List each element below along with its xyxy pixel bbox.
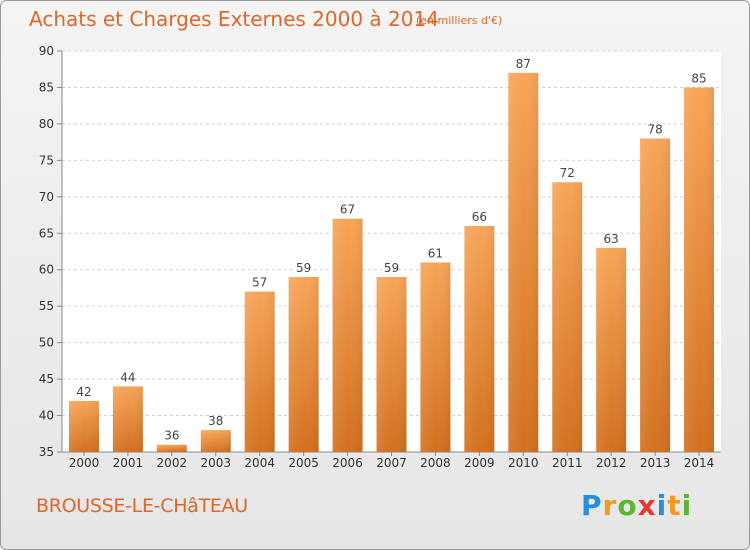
y-tick-label: 55 <box>39 299 54 313</box>
x-tick-label: 2011 <box>552 456 583 470</box>
bar-shade <box>288 277 319 452</box>
data-label: 61 <box>428 246 443 260</box>
bar-shade <box>684 87 715 453</box>
bar-shade <box>244 291 275 452</box>
bar-shade <box>552 182 583 452</box>
x-tick-label: 2013 <box>640 456 671 470</box>
bar-shade <box>156 444 187 452</box>
data-label: 42 <box>76 385 91 399</box>
data-label: 63 <box>604 232 619 246</box>
data-label: 66 <box>472 210 487 224</box>
x-tick-label: 2004 <box>244 456 275 470</box>
proxiti-logo: Proxiti <box>581 489 692 522</box>
logo-letter: P <box>581 489 603 522</box>
logo-letter: x <box>637 489 657 522</box>
data-label: 57 <box>252 276 267 290</box>
y-tick-label: 80 <box>39 117 54 131</box>
x-tick-label: 2014 <box>684 456 715 470</box>
y-tick-label: 75 <box>39 153 54 167</box>
data-label: 67 <box>340 203 355 217</box>
y-tick-label: 50 <box>39 336 54 350</box>
y-tick-label: 70 <box>39 190 54 204</box>
x-tick-label: 2010 <box>508 456 539 470</box>
place-name: BROUSSE-LE-CHâTEAU <box>36 495 248 517</box>
data-label: 36 <box>164 429 179 443</box>
bar-shade <box>112 386 143 452</box>
bar-shade <box>420 262 451 452</box>
x-tick-label: 2008 <box>420 456 451 470</box>
data-label: 85 <box>691 71 706 85</box>
x-tick-label: 2006 <box>332 456 363 470</box>
data-label: 59 <box>296 261 311 275</box>
bar-shade <box>68 400 99 452</box>
x-tick-label: 2005 <box>288 456 319 470</box>
bar-shade <box>640 138 671 452</box>
y-tick-label: 90 <box>39 44 54 58</box>
y-tick-label: 65 <box>39 226 54 240</box>
y-tick-label: 40 <box>39 409 54 423</box>
y-tick-label: 85 <box>39 80 54 94</box>
bar-shade <box>464 225 495 452</box>
logo-letter: i <box>656 489 668 522</box>
logo-letter: r <box>602 489 618 522</box>
data-label: 87 <box>516 57 531 71</box>
data-label: 38 <box>208 414 223 428</box>
data-label: 72 <box>560 166 575 180</box>
logo-letter: o <box>617 489 638 522</box>
logo-letter: i <box>681 489 693 522</box>
x-tick-label: 2009 <box>464 456 495 470</box>
x-tick-label: 2012 <box>596 456 627 470</box>
bar-shade <box>332 218 363 452</box>
x-tick-label: 2003 <box>200 456 231 470</box>
x-tick-label: 2000 <box>69 456 100 470</box>
bar-shade <box>200 430 231 452</box>
y-tick-label: 45 <box>39 372 54 386</box>
bar-shade <box>508 72 539 452</box>
bar-shade <box>376 277 407 452</box>
chart-title: Achats et Charges Externes 2000 à 2014 <box>29 7 439 31</box>
y-tick-label: 35 <box>39 445 54 459</box>
unit-note: (en milliers d'€) <box>416 14 503 27</box>
bar-shade <box>596 247 627 452</box>
logo-letter: t <box>667 489 682 522</box>
data-label: 59 <box>384 261 399 275</box>
y-tick-label: 60 <box>39 263 54 277</box>
x-tick-label: 2007 <box>376 456 407 470</box>
x-tick-label: 2001 <box>113 456 144 470</box>
data-label: 78 <box>647 122 662 136</box>
x-tick-label: 2002 <box>157 456 188 470</box>
data-label: 44 <box>120 370 135 384</box>
